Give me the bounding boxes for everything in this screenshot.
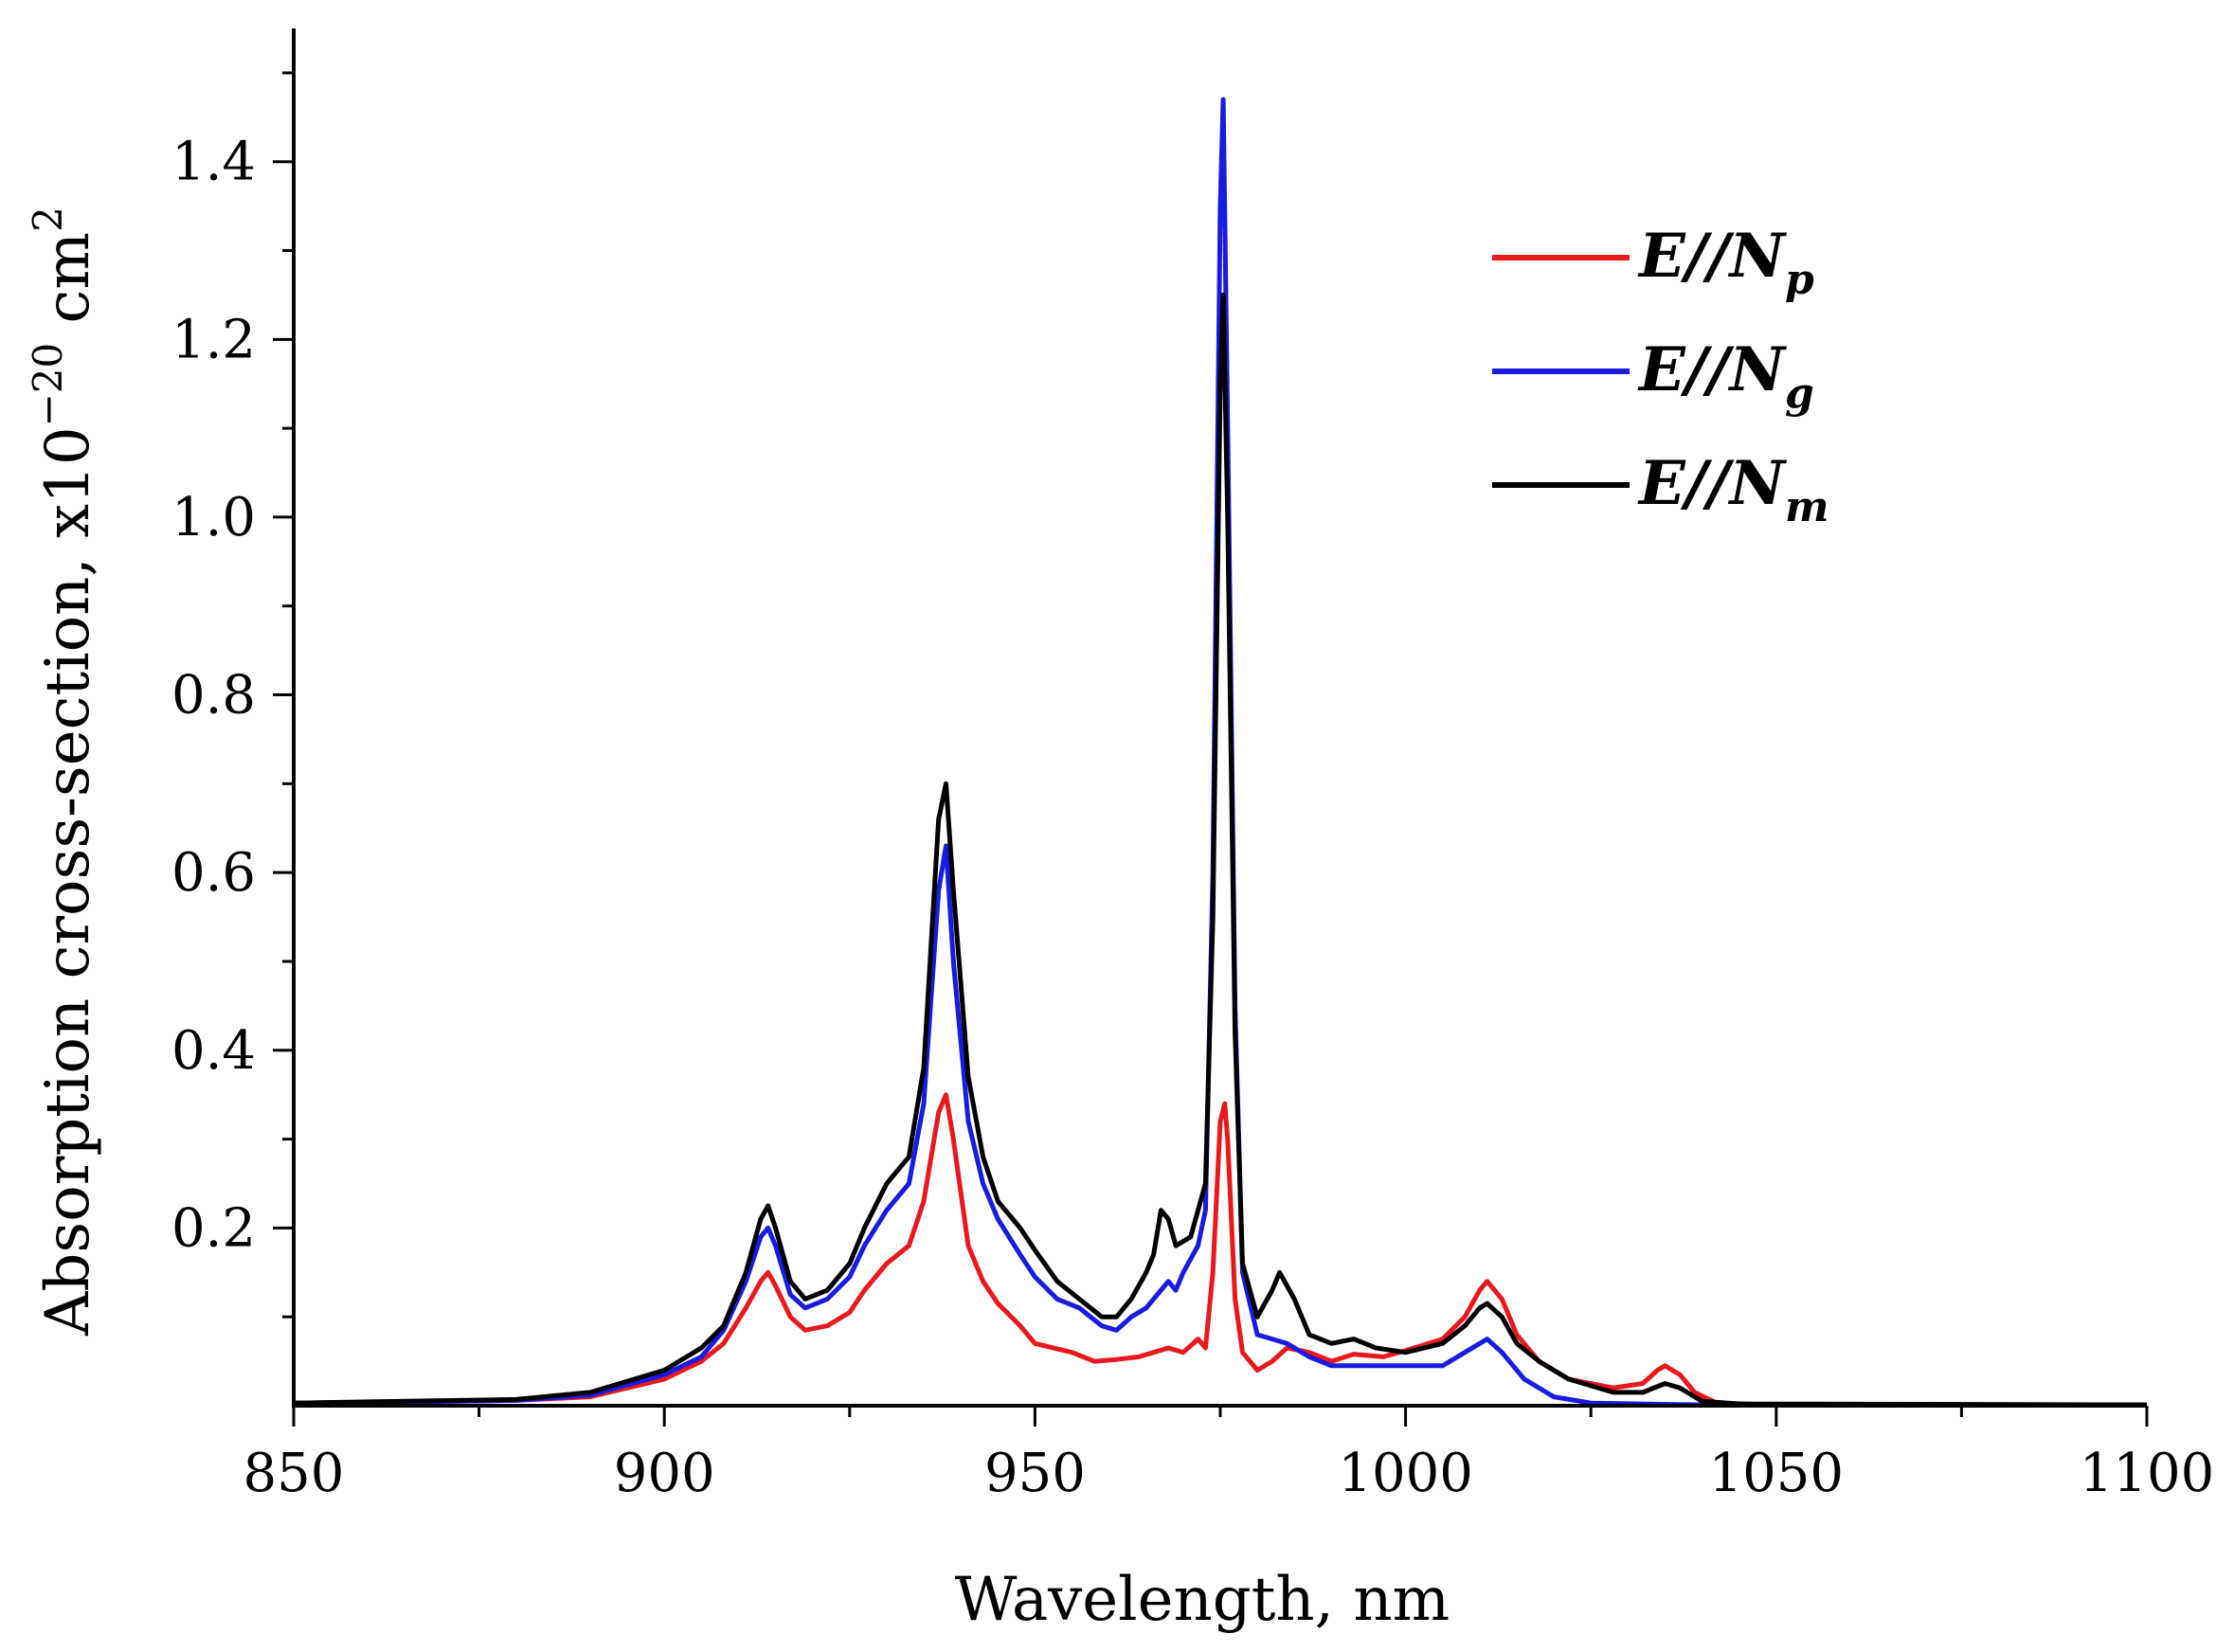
axes: 850 900 950 1000 1050 1100 0.2 0.4 0.6 0.8 1.0 1.2… — [171, 28, 2214, 1504]
y-axis-title-unit: cm — [33, 232, 103, 343]
x-tick-label: 1000 — [1338, 1443, 1473, 1504]
legend: E//NpE//NgE//Nm — [1492, 221, 1829, 531]
legend-label-main: E//N — [1637, 221, 1788, 292]
legend-label-g: E//Ng — [1637, 334, 1814, 418]
y-axis-title-unit-exponent: 2 — [25, 206, 71, 232]
x-tick-label: 850 — [243, 1443, 345, 1504]
series-line-m — [293, 292, 2148, 1408]
y-tick-label: 0.6 — [171, 842, 256, 904]
legend-label-p: E//Np — [1637, 221, 1814, 304]
y-tick-label: 1.4 — [171, 132, 256, 193]
x-tick-label: 1050 — [1709, 1443, 1845, 1504]
x-tick-label: 1100 — [2080, 1443, 2215, 1504]
x-tick-label: 950 — [984, 1443, 1086, 1504]
plot-area — [293, 97, 2148, 1408]
x-tick-label: 900 — [614, 1443, 715, 1504]
x-ticks: 850 900 950 1000 1050 1100 — [243, 1406, 2215, 1504]
y-axis-title: Absorption cross-section, x10−20 cm2 — [25, 206, 103, 1337]
y-tick-label: 1.0 — [171, 487, 256, 548]
legend-label-subscript: p — [1785, 256, 1814, 304]
legend-label-m: E//Nm — [1637, 448, 1829, 531]
legend-label-main: E//N — [1637, 448, 1788, 519]
legend-label-subscript: g — [1785, 369, 1814, 418]
x-axis-title: Wavelength, nm — [955, 1565, 1450, 1635]
legend-label-main: E//N — [1637, 334, 1788, 405]
y-tick-label: 0.2 — [171, 1197, 256, 1259]
y-tick-label: 0.4 — [171, 1020, 256, 1082]
legend-label-subscript: m — [1785, 483, 1829, 531]
y-ticks: 0.2 0.4 0.6 0.8 1.0 1.2 1.4 — [171, 71, 294, 1319]
series-line-g — [293, 97, 2147, 1408]
y-axis-title-exponent: −20 — [25, 343, 71, 427]
y-tick-label: 1.2 — [171, 309, 256, 370]
y-axis-title-text: Absorption cross-section, x10 — [33, 426, 103, 1336]
series-line-p — [293, 1092, 2147, 1408]
y-tick-label: 0.8 — [171, 665, 256, 727]
